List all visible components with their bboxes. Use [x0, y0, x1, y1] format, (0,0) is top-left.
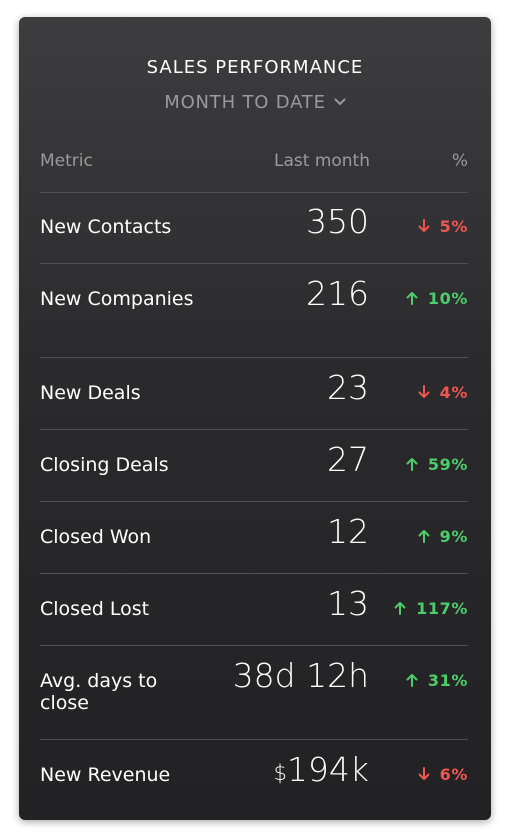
sales-performance-widget: SALES PERFORMANCE MONTH TO DATE Metric L… — [19, 17, 491, 820]
table-row: Closed Won 12 9% — [40, 502, 468, 574]
value-text: 350 — [306, 202, 369, 241]
metric-value: 27 — [327, 440, 369, 480]
period-selector[interactable]: MONTH TO DATE — [19, 90, 491, 113]
table-row: New Companies 216 10% — [40, 264, 468, 358]
table-header: Metric Last month % — [40, 149, 468, 193]
currency-symbol: $ — [273, 761, 287, 785]
value-text: 27 — [327, 440, 369, 479]
change-indicator: 117% — [394, 599, 468, 618]
metric-label: New Companies — [40, 288, 194, 310]
arrow-down-icon — [418, 766, 430, 780]
metric-value: 12 — [327, 512, 369, 552]
period-selector-label: MONTH TO DATE — [164, 92, 326, 113]
metric-label: Closing Deals — [40, 454, 169, 476]
change-text: 59% — [427, 455, 468, 474]
value-text: 194k — [286, 750, 369, 789]
arrow-down-icon — [418, 218, 430, 232]
value-text: 13 — [327, 584, 369, 623]
change-indicator: 59% — [406, 455, 468, 474]
column-header-metric: Metric — [40, 151, 93, 171]
column-header-last-month: Last month — [274, 151, 370, 171]
table-row: Avg. days to close 38d 12h 31% — [40, 646, 468, 740]
table-row: New Contacts 350 5% — [40, 192, 468, 264]
change-text: 117% — [416, 599, 468, 618]
arrow-up-icon — [406, 290, 418, 305]
arrow-up-icon — [418, 528, 430, 543]
table-row: New Revenue $194k 6% — [40, 740, 468, 811]
metric-label: New Revenue — [40, 764, 171, 786]
column-header-percent: % — [451, 151, 468, 171]
value-text: 23 — [327, 368, 369, 407]
change-text: 31% — [427, 671, 468, 690]
metric-label: Closed Lost — [40, 598, 150, 620]
metric-label: Closed Won — [40, 526, 152, 548]
change-indicator: 5% — [418, 217, 468, 236]
metric-value: $194k — [274, 750, 369, 793]
metric-value: 350 — [306, 202, 369, 242]
table-row: Closed Lost 13 117% — [40, 574, 468, 646]
change-indicator: 10% — [406, 289, 468, 308]
metric-label: Avg. days to close — [40, 670, 158, 714]
widget-title: SALES PERFORMANCE — [146, 57, 364, 78]
change-indicator: 31% — [406, 671, 468, 690]
change-text: 6% — [439, 765, 468, 784]
metric-value: 38d 12h — [233, 656, 369, 696]
value-text: 12 — [327, 512, 369, 551]
metrics-table: New Contacts 350 5% New Companies 216 10… — [40, 192, 468, 811]
chevron-down-icon — [334, 90, 346, 111]
change-text: 5% — [439, 217, 468, 236]
metric-value: 23 — [327, 368, 369, 408]
metric-value: 216 — [306, 274, 369, 314]
arrow-up-icon — [406, 456, 418, 471]
arrow-up-icon — [406, 672, 418, 687]
arrow-down-icon — [418, 384, 430, 398]
metric-value: 13 — [327, 584, 369, 624]
change-text: 9% — [439, 527, 468, 546]
value-text: 38d 12h — [232, 656, 369, 695]
change-text: 4% — [439, 383, 468, 402]
change-indicator: 9% — [418, 527, 468, 546]
change-indicator: 4% — [418, 383, 468, 402]
metric-label: New Deals — [40, 382, 141, 404]
value-text: 216 — [306, 274, 369, 313]
metric-label: New Contacts — [40, 216, 172, 238]
change-indicator: 6% — [418, 765, 468, 784]
change-text: 10% — [427, 289, 468, 308]
table-row: Closing Deals 27 59% — [40, 430, 468, 502]
table-row: New Deals 23 4% — [40, 358, 468, 430]
arrow-up-icon — [394, 600, 406, 615]
